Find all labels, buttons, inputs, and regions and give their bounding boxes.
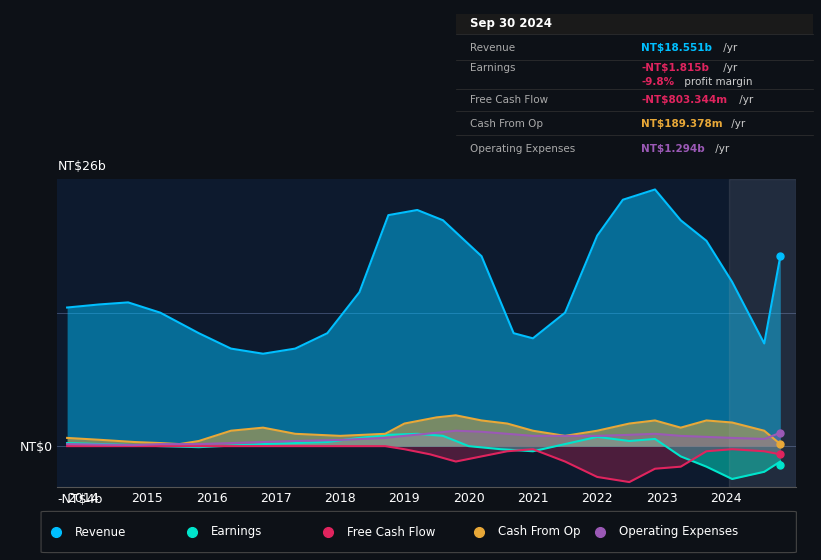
Text: Free Cash Flow: Free Cash Flow xyxy=(470,95,548,105)
FancyBboxPatch shape xyxy=(456,14,813,35)
Bar xyxy=(729,179,796,487)
Text: NT$18.551b: NT$18.551b xyxy=(641,43,713,53)
Text: Operating Expenses: Operating Expenses xyxy=(619,525,738,539)
Text: /yr: /yr xyxy=(727,119,745,129)
Text: /yr: /yr xyxy=(720,63,737,73)
Text: NT$189.378m: NT$189.378m xyxy=(641,119,723,129)
Text: /yr: /yr xyxy=(720,43,737,53)
Text: NT$26b: NT$26b xyxy=(57,160,106,173)
Text: Operating Expenses: Operating Expenses xyxy=(470,144,576,154)
Text: NT$1.294b: NT$1.294b xyxy=(641,144,705,154)
Text: -9.8%: -9.8% xyxy=(641,77,675,87)
Text: -NT$803.344m: -NT$803.344m xyxy=(641,95,727,105)
Text: -NT$1.815b: -NT$1.815b xyxy=(641,63,709,73)
Text: Revenue: Revenue xyxy=(75,525,126,539)
Text: Cash From Op: Cash From Op xyxy=(498,525,580,539)
Text: -NT$4b: -NT$4b xyxy=(57,493,103,506)
Text: Revenue: Revenue xyxy=(470,43,515,53)
Text: Sep 30 2024: Sep 30 2024 xyxy=(470,17,552,30)
Text: /yr: /yr xyxy=(736,95,753,105)
Text: profit margin: profit margin xyxy=(681,77,752,87)
Text: Free Cash Flow: Free Cash Flow xyxy=(347,525,435,539)
Text: Earnings: Earnings xyxy=(470,63,516,73)
Text: Cash From Op: Cash From Op xyxy=(470,119,543,129)
Text: Earnings: Earnings xyxy=(211,525,263,539)
Text: /yr: /yr xyxy=(712,144,729,154)
